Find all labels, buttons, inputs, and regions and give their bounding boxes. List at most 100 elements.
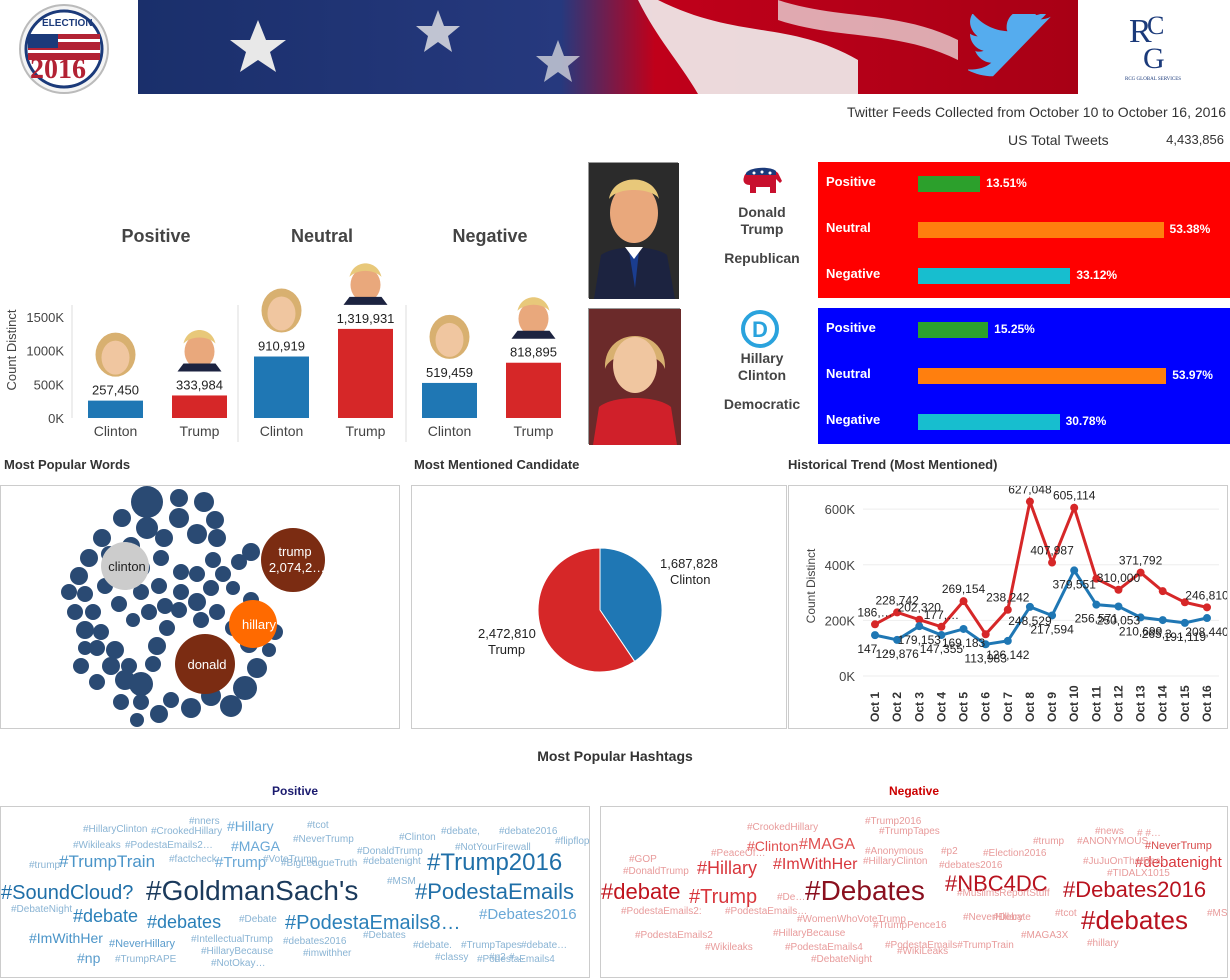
- sentiment-row-percent: 53.38%: [1169, 222, 1211, 236]
- sentiment-row-bar: [918, 176, 981, 192]
- word-bubble: [233, 676, 257, 700]
- hashtag: #Trump: [689, 886, 758, 908]
- sentiment-y-tick: 0K: [48, 411, 64, 426]
- sentiment-bar-trump: [172, 395, 227, 418]
- svg-text:G: G: [1143, 42, 1165, 72]
- total-tweets-value: 4,433,856: [1166, 132, 1224, 147]
- hashtag: #Wikileaks: [73, 840, 121, 851]
- hashtag: #PodestaEmails#TrumpTrain: [885, 940, 1014, 951]
- word-bubble: [159, 620, 175, 636]
- hashtag: #MAGA: [231, 838, 281, 854]
- trend-x-tick: Oct 3: [912, 692, 926, 722]
- hashtag: #DebateNight: [11, 904, 73, 915]
- hashtag: #Debates2016: [479, 906, 577, 923]
- election-2016-logo: ELECTION 2016: [18, 4, 110, 94]
- trend-y-tick: 0K: [839, 669, 855, 684]
- word-bubble: [131, 486, 163, 518]
- word-bubble: [78, 641, 92, 655]
- positive-hashtags-title: Positive: [271, 784, 319, 798]
- trend-point: [1136, 613, 1145, 622]
- trend-data-label: 371,792: [1119, 554, 1163, 568]
- hashtag: #tcot: [1055, 908, 1077, 919]
- word-bubble: [181, 698, 201, 718]
- trend-point: [1025, 602, 1034, 611]
- sentiment-group-title: Positive: [121, 226, 190, 246]
- trend-point: [959, 597, 968, 606]
- trend-data-label: 179,153: [898, 633, 942, 647]
- hashtag: #PodestaEmails: [415, 879, 574, 904]
- word-bubble: [163, 692, 179, 708]
- candidate-first-name: Donald: [738, 204, 786, 220]
- trend-data-label: 310,000: [1097, 571, 1141, 585]
- trend-point: [1180, 618, 1189, 627]
- sentiment-y-tick: 500K: [34, 377, 65, 392]
- hashtag: #tcot: [307, 820, 329, 831]
- sentiment-row-percent: 53.97%: [1172, 368, 1213, 382]
- hashtag: #MuslimsReportStuff: [957, 888, 1050, 899]
- word-bubble: [173, 584, 189, 600]
- trend-data-label: 126,142: [986, 648, 1030, 662]
- sentiment-row-label: Neutral: [826, 220, 871, 235]
- word-bubble: [67, 604, 83, 620]
- trend-point: [1114, 585, 1123, 594]
- hashtag: #NeverTrump: [293, 834, 354, 845]
- clinton-photo: [588, 308, 681, 445]
- trend-data-label: 265,3…: [1142, 627, 1184, 641]
- hashtag: #trump: [29, 860, 61, 871]
- candidate-face-clinton: [429, 314, 470, 359]
- candidate-party: Democratic: [723, 396, 801, 412]
- hashtag: #WikiLeaks: [897, 946, 949, 957]
- trend-data-label: 186,…: [857, 605, 892, 619]
- trend-y-axis-label: Count Distinct: [804, 548, 818, 623]
- word-bubble: [226, 581, 240, 595]
- hashtag: #np: [77, 950, 101, 966]
- word-bubble: [173, 564, 189, 580]
- hashtag: #Trump2016: [427, 849, 563, 876]
- hashtag: #debates: [1081, 905, 1188, 935]
- trend-x-tick: Oct 14: [1156, 685, 1170, 722]
- hashtag: #hillary: [1087, 938, 1119, 949]
- hashtag: #Clinton: [399, 832, 436, 843]
- sentiment-row-bar: [918, 368, 1167, 384]
- negative-hashtag-cloud: #Debates #NBC4DC #Debates2016 #debates #deba…: [600, 806, 1228, 978]
- pie-name-label: Clinton: [670, 572, 710, 587]
- word-bubble-donald: [175, 634, 235, 694]
- trend-x-tick: Oct 15: [1178, 685, 1192, 722]
- hashtag: #Debate: [993, 912, 1031, 923]
- hashtag: #ImWithHer: [29, 930, 103, 946]
- sentiment-row-bar: [918, 322, 989, 338]
- trend-data-label: 191,119: [1164, 630, 1207, 644]
- trend-point: [1092, 600, 1101, 609]
- trend-point: [871, 631, 879, 640]
- hashtag: #factcheck: [169, 854, 217, 865]
- word-bubble: [194, 492, 214, 512]
- trend-line-chart: Count Distinct 600K 400K 200K 0K Oct 1 Oct 2 Oc…: [804, 483, 1229, 722]
- twitter-bird-icon: [966, 10, 1058, 89]
- sentiment-bar-value-label: 1,319,931: [337, 311, 395, 326]
- word-bubble: [203, 580, 219, 596]
- word-bubble-label: donald: [187, 657, 226, 672]
- word-bubble: [77, 586, 93, 602]
- hashtag: #debate2016: [499, 826, 558, 837]
- word-bubble: [113, 509, 131, 527]
- hashtag: #Trump: [215, 854, 267, 871]
- trend-point: [893, 608, 902, 617]
- sentiment-bar-value-label: 519,459: [426, 365, 473, 380]
- hashtag: #Debate: [239, 914, 277, 925]
- sentiment-bar-clinton: [254, 356, 309, 418]
- hashtag: #Wikileaks: [705, 942, 753, 953]
- word-bubble: [205, 552, 221, 568]
- word-bubble: [93, 624, 109, 640]
- trend-point: [1025, 497, 1034, 506]
- hashtag: #trump: [1033, 836, 1065, 847]
- word-bubble: [187, 524, 207, 544]
- trend-data-label: 208,440: [1185, 625, 1227, 639]
- trend-x-tick: Oct 2: [890, 692, 904, 722]
- sentiment-bar-value-label: 257,450: [92, 383, 139, 398]
- sentiment-row-label: Positive: [826, 174, 876, 189]
- trend-point: [1048, 611, 1057, 620]
- trend-x-tick: Oct 4: [934, 692, 948, 722]
- sentiment-row-percent: 15.25%: [994, 322, 1035, 336]
- trend-data-label: 169,183: [942, 636, 986, 650]
